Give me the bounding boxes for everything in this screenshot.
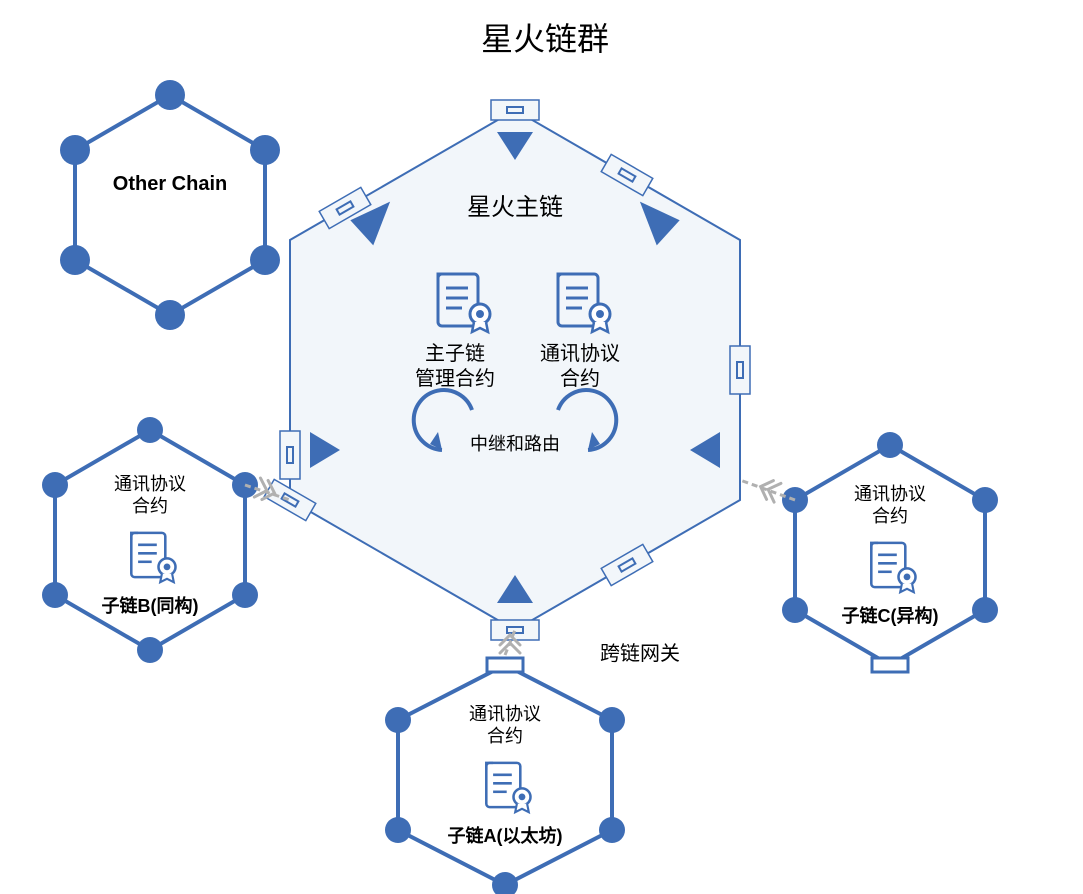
sub-chain-c-hexagon: 通讯协议 合约 子链C(异构) [782,432,998,672]
sub-chain-a-hexagon: 通讯协议 合约 子链A(以太坊) [385,658,625,894]
sub-a-proto1: 通讯协议 [469,704,541,724]
sub-a-gateway [487,658,523,672]
sub-b-proto2: 合约 [132,496,168,516]
sub-a-name: 子链A(以太坊) [448,825,563,846]
contract-left-line1: 主子链 [425,342,485,365]
gateway-r [730,346,750,394]
sub-b-name: 子链B(同构) [102,595,199,616]
main-chain-hexagon: 星火主链 主子链 管理合约 通讯协议 合约 中继和路由 [264,100,750,640]
sub-a-proto2: 合约 [487,726,523,746]
other-chain-hexagon: Other Chain [60,80,280,330]
main-chain-label: 星火主链 [467,194,563,221]
gateway-label: 跨链网关 [600,642,680,665]
sub-c-proto2: 合约 [872,506,908,526]
sub-b-contract-icon [131,533,175,582]
sub-c-name: 子链C(异构) [842,605,939,626]
sub-c-contract-icon [871,543,915,592]
other-chain-label: Other Chain [113,173,227,195]
sub-a-contract-icon [486,763,530,812]
chevrons-c [757,477,781,502]
contract-left-line2: 管理合约 [415,367,495,390]
gateway-top [491,100,539,120]
sub-b-proto1: 通讯协议 [114,474,186,494]
gateway-bl2 [280,431,300,479]
sub-chain-b-hexagon: 通讯协议 合约 子链B(同构) [42,417,258,663]
diagram-title: 星火链群 [481,21,609,57]
contract-right-line2: 合约 [560,367,600,390]
sub-c-gateway [872,658,908,672]
relay-label: 中继和路由 [470,434,560,454]
sub-c-proto1: 通讯协议 [854,484,926,504]
contract-right-line1: 通讯协议 [540,342,620,365]
